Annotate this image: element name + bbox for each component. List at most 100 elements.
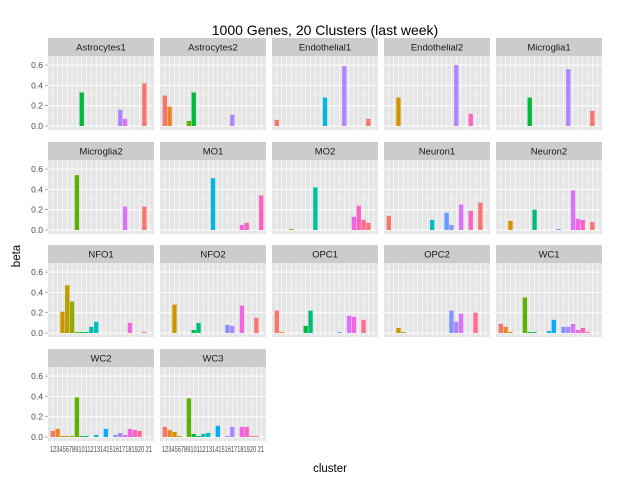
bar-cluster-4 <box>65 435 70 437</box>
bar-cluster-18 <box>244 426 249 437</box>
bar-cluster-20 <box>478 202 483 230</box>
bar-cluster-5 <box>69 301 75 333</box>
bar-cluster-4 <box>65 285 70 333</box>
bar-cluster-21 <box>259 195 264 230</box>
bar-cluster-6 <box>74 397 80 437</box>
bar-cluster-4 <box>401 331 406 333</box>
bar-cluster-12 <box>215 425 220 437</box>
bar-cluster-12 <box>551 319 556 333</box>
bar-cluster-16 <box>122 118 128 126</box>
facet-panels: Astrocytes1 0.0 0.2 0.4 0.6 Astrocytes2 Endoth… <box>31 38 602 454</box>
bar-cluster-7 <box>527 97 532 126</box>
bar-cluster-1 <box>498 323 503 333</box>
panel-wc3: WC3 123456789101121314151617181920 21 <box>160 349 266 454</box>
bar-cluster-10 <box>94 321 99 333</box>
panel-opc2: OPC2 <box>384 245 490 337</box>
bar-cluster-20 <box>366 222 371 230</box>
bar-cluster-11 <box>322 97 328 126</box>
bar-cluster-8 <box>532 209 537 230</box>
y-tick-label: 0.4 <box>31 184 43 194</box>
bar-cluster-16 <box>458 313 464 333</box>
bar-cluster-7 <box>191 329 196 333</box>
facet-strip <box>496 38 602 56</box>
y-axis-label: beta <box>11 244 23 267</box>
bar-cluster-1 <box>274 119 279 126</box>
bar-cluster-17 <box>575 329 581 333</box>
y-tick-label: 0.0 <box>31 432 43 442</box>
bar-cluster-20 <box>142 331 147 333</box>
bar-cluster-4 <box>177 435 182 437</box>
bar-cluster-19 <box>137 430 142 437</box>
bar-cluster-17 <box>127 428 133 437</box>
bar-cluster-13 <box>444 212 449 230</box>
facet-label: Endothelial1 <box>299 43 351 54</box>
bar-cluster-17 <box>239 305 245 333</box>
facet-strip <box>160 38 266 56</box>
bar-cluster-17 <box>351 216 357 230</box>
facet-label: Astrocytes2 <box>188 43 238 54</box>
facet-label: NFO1 <box>88 250 113 261</box>
bar-cluster-14 <box>225 324 230 333</box>
facet-strip <box>496 142 602 160</box>
facet-strip <box>384 245 490 263</box>
bar-cluster-19 <box>361 219 366 230</box>
x-tick-labels: 123456789101121314151617181920 21 <box>50 444 152 454</box>
bar-cluster-14 <box>337 331 342 333</box>
bar-cluster-6 <box>522 297 528 333</box>
x-axis-label: cluster <box>313 463 347 475</box>
bar-cluster-15 <box>230 325 235 333</box>
bar-cluster-15 <box>230 114 235 126</box>
bar-cluster-15 <box>454 321 459 333</box>
bar-cluster-6 <box>186 398 192 437</box>
bar-cluster-7 <box>79 435 84 437</box>
bar-cluster-16 <box>122 206 128 230</box>
y-tick-label: 0.2 <box>31 412 43 422</box>
bar-cluster-14 <box>561 326 566 333</box>
bar-cluster-8 <box>532 331 537 333</box>
x-tick-labels: 123456789101121314151617181920 21 <box>162 444 264 454</box>
panel-astrocytes1: Astrocytes1 0.0 0.2 0.4 0.6 <box>31 38 154 131</box>
facet-label: WC3 <box>202 354 223 365</box>
bar-cluster-15 <box>566 69 571 126</box>
bar-cluster-16 <box>458 204 464 230</box>
y-tick-label: 0.0 <box>31 121 43 131</box>
bar-cluster-2 <box>167 106 172 126</box>
facet-label: Neuron1 <box>419 147 455 158</box>
y-tick-label: 0.4 <box>31 391 43 401</box>
panel-mo2: MO2 <box>272 142 378 234</box>
facet-label: MO2 <box>315 147 336 158</box>
bar-cluster-17 <box>351 316 357 333</box>
bar-cluster-1 <box>162 95 167 126</box>
panel-neuron2: Neuron2 <box>496 142 602 234</box>
facet-label: Neuron2 <box>531 147 567 158</box>
bar-cluster-17 <box>127 322 133 333</box>
bar-cluster-7 <box>79 92 84 126</box>
bar-cluster-18 <box>132 429 137 437</box>
facet-label: MO1 <box>203 147 224 158</box>
facet-strip <box>272 142 378 160</box>
y-tick-label: 0.4 <box>31 80 43 90</box>
bar-cluster-3 <box>172 431 177 437</box>
y-tick-label: 0.6 <box>31 164 43 174</box>
bar-cluster-10 <box>206 432 211 437</box>
bar-cluster-1 <box>162 426 167 437</box>
facet-label: OPC2 <box>424 250 450 261</box>
facet-strip <box>272 245 378 263</box>
facet-strip <box>48 349 154 367</box>
bar-cluster-17 <box>575 218 581 230</box>
y-tick-label: 0.0 <box>31 225 43 235</box>
facet-strip <box>160 245 266 263</box>
bar-cluster-18 <box>468 210 473 230</box>
bar-cluster-20 <box>590 221 595 230</box>
facet-strip <box>160 142 266 160</box>
bar-cluster-18 <box>580 219 585 230</box>
bar-cluster-20 <box>142 83 147 126</box>
bar-cluster-15 <box>118 432 123 437</box>
facet-strip <box>48 142 154 160</box>
panel-astrocytes2: Astrocytes2 <box>160 38 266 130</box>
panel-mo1: MO1 <box>160 142 266 234</box>
bar-cluster-3 <box>172 304 177 333</box>
bar-cluster-7 <box>79 331 84 333</box>
bar-cluster-15 <box>342 66 347 126</box>
